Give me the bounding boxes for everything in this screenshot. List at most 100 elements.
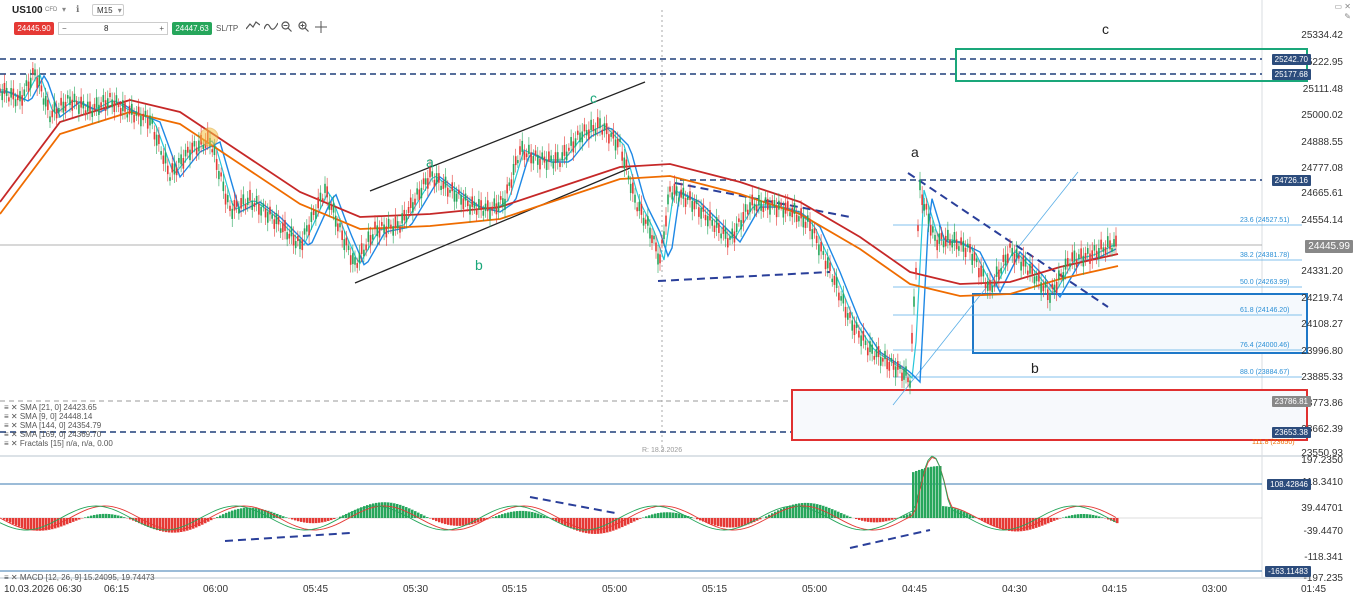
candle-body bbox=[144, 110, 147, 117]
candle-body bbox=[1104, 247, 1107, 256]
candle-body bbox=[1113, 239, 1115, 247]
legend-sma9[interactable]: ≡ ✕ SMA [9, 0] 24448.14 bbox=[4, 412, 93, 421]
macd-histogram-bar bbox=[45, 518, 48, 531]
macd-histogram-bar bbox=[945, 506, 948, 518]
macd-histogram-bar bbox=[657, 513, 660, 518]
sltp-button[interactable]: SL/TP bbox=[216, 24, 239, 33]
candle-body bbox=[290, 226, 293, 237]
window-controls[interactable]: ▭ ✕ bbox=[1334, 2, 1351, 11]
increase-quantity-button[interactable]: + bbox=[159, 24, 164, 33]
candle-body bbox=[36, 77, 38, 88]
sell-button[interactable]: 24445.90 bbox=[14, 22, 54, 35]
macd-histogram-bar bbox=[1029, 518, 1032, 530]
candle-body bbox=[744, 204, 747, 212]
candle-body bbox=[62, 101, 65, 113]
candle-body bbox=[851, 320, 854, 331]
candle-body bbox=[942, 241, 945, 248]
candle-body bbox=[579, 132, 581, 143]
macd-histogram-bar bbox=[1101, 517, 1104, 518]
edit-pencil-icon[interactable]: ✎ bbox=[1344, 12, 1351, 21]
candle-body bbox=[592, 125, 595, 131]
info-icon[interactable]: ℹ bbox=[76, 4, 80, 14]
candle-body bbox=[178, 158, 180, 163]
legend-sma144[interactable]: ≡ ✕ SMA [144, 0] 24354.79 bbox=[4, 421, 102, 430]
candle-body bbox=[1006, 253, 1009, 264]
candle-body bbox=[559, 162, 561, 167]
candle-body bbox=[142, 113, 144, 121]
zoom-in-icon[interactable] bbox=[298, 21, 309, 35]
quantity-stepper[interactable]: − 8 + bbox=[58, 22, 168, 35]
price-tick-label: 25111.48 bbox=[1302, 84, 1343, 95]
decrease-quantity-button[interactable]: − bbox=[62, 24, 67, 33]
candle-body bbox=[119, 107, 122, 116]
candle-body bbox=[102, 95, 105, 103]
candle-body bbox=[1002, 254, 1005, 262]
macd-histogram-bar bbox=[1077, 514, 1080, 518]
candle-body bbox=[321, 198, 324, 202]
macd-histogram-bar bbox=[900, 516, 903, 518]
candle-body bbox=[1086, 248, 1089, 254]
macd-histogram-bar bbox=[198, 518, 201, 527]
candle-body bbox=[871, 344, 873, 354]
macd-histogram-bar bbox=[54, 518, 57, 529]
candle-body bbox=[155, 134, 158, 146]
candle-body bbox=[740, 220, 742, 230]
macd-histogram-bar bbox=[444, 518, 447, 525]
macd-histogram-bar bbox=[363, 506, 366, 518]
macd-histogram-bar bbox=[15, 518, 18, 526]
candle-body bbox=[369, 235, 372, 246]
macd-signal-line bbox=[0, 455, 1117, 531]
indicators-icon[interactable] bbox=[263, 21, 279, 34]
macd-histogram-bar bbox=[405, 507, 408, 518]
candle-body bbox=[191, 142, 194, 153]
candle-body bbox=[475, 208, 478, 215]
candle-body bbox=[588, 129, 590, 140]
candle-body bbox=[842, 293, 845, 304]
candle-body bbox=[497, 202, 500, 212]
candle-body bbox=[451, 182, 454, 192]
candle-body bbox=[98, 104, 100, 115]
symbol-chevron-down-icon[interactable]: ▾ bbox=[62, 5, 67, 14]
macd-histogram-bar bbox=[585, 518, 588, 534]
candle-body bbox=[844, 306, 847, 318]
candle-body bbox=[675, 186, 678, 196]
macd-histogram-bar bbox=[222, 514, 225, 518]
macd-histogram-bar bbox=[795, 503, 798, 518]
macd-histogram-bar bbox=[522, 510, 525, 518]
candle-body bbox=[392, 226, 394, 236]
macd-histogram-bar bbox=[987, 518, 990, 524]
candle-body bbox=[693, 201, 696, 210]
candle-body bbox=[653, 235, 655, 240]
line-chart-icon[interactable] bbox=[245, 21, 261, 34]
candle-body bbox=[706, 216, 709, 227]
candle-body bbox=[846, 313, 849, 320]
price-chart[interactable] bbox=[0, 0, 1310, 598]
quantity-input[interactable]: 8 bbox=[104, 24, 109, 33]
candle-body bbox=[238, 207, 240, 214]
chart-toolbar: US100 CFD ▾ ℹ M15 ▾ 24445.90 − 8 + 24447… bbox=[0, 0, 1310, 40]
legend-sma21[interactable]: ≡ ✕ SMA [21, 0] 24423.65 bbox=[4, 403, 97, 412]
symbol-name[interactable]: US100 bbox=[12, 5, 43, 16]
candle-body bbox=[596, 117, 599, 128]
crosshair-icon[interactable] bbox=[315, 21, 327, 36]
buy-button[interactable]: 24447.63 bbox=[172, 22, 212, 35]
candle-body bbox=[277, 216, 280, 225]
candle-body bbox=[875, 349, 878, 358]
macd-histogram-bar bbox=[873, 518, 876, 523]
zoom-out-icon[interactable] bbox=[281, 21, 292, 35]
candle-body bbox=[312, 210, 315, 216]
macd-legend[interactable]: ≡ ✕ MACD [12, 26, 9] 15.24095, 19.74473 bbox=[4, 573, 155, 582]
candle-body bbox=[684, 198, 687, 207]
macd-histogram-bar bbox=[243, 507, 246, 518]
legend-sma169[interactable]: ≡ ✕ SMA [169, 0] 24369.70 bbox=[4, 430, 102, 439]
candle-body bbox=[202, 144, 205, 150]
candle-body bbox=[376, 225, 379, 237]
candle-body bbox=[590, 119, 592, 131]
candle-body bbox=[1071, 252, 1074, 262]
candle-body bbox=[614, 139, 617, 151]
timeframe-select[interactable]: M15 ▾ bbox=[92, 4, 124, 16]
candle-body bbox=[1013, 253, 1016, 265]
macd-histogram-bar bbox=[453, 518, 456, 526]
legend-fractals[interactable]: ≡ ✕ Fractals [15] n/a, n/a, 0.00 bbox=[4, 439, 113, 448]
macd-histogram-bar bbox=[963, 511, 966, 518]
